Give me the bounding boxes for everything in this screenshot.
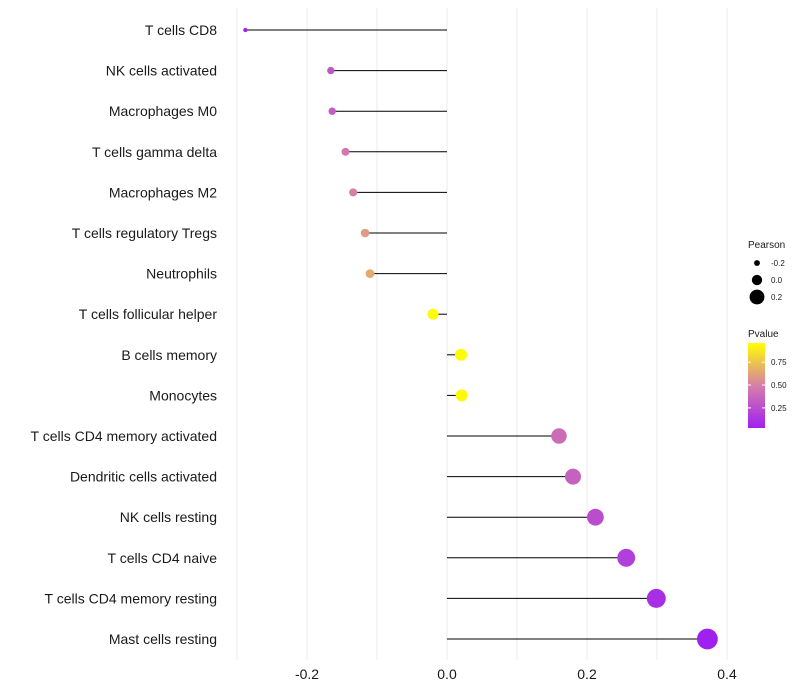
data-point — [243, 27, 248, 33]
category-label: Neutrophils — [146, 266, 217, 282]
grid-lines — [236, 8, 728, 660]
legend-pearson: Pearson -0.2 0.0 0.2 — [748, 240, 785, 305]
category-label: T cells follicular helper — [79, 306, 218, 322]
category-label: Monocytes — [149, 387, 217, 403]
category-label: NK cells resting — [120, 509, 217, 525]
pvalue-colorbar — [748, 343, 765, 428]
data-point — [455, 348, 467, 361]
points — [243, 27, 718, 650]
category-label: T cells regulatory Tregs — [72, 225, 217, 241]
legend-size-label: -0.2 — [771, 259, 785, 268]
x-tick-label: 0.4 — [717, 666, 737, 682]
x-tick-label: -0.2 — [295, 666, 319, 682]
category-label: T cells gamma delta — [92, 144, 217, 160]
data-point — [646, 588, 666, 608]
data-point — [617, 548, 636, 567]
category-label: T cells CD4 memory resting — [45, 590, 217, 606]
data-point — [587, 508, 604, 526]
x-tick-label: 0.0 — [437, 666, 457, 682]
data-point — [697, 628, 718, 650]
legend-size-key — [751, 274, 763, 286]
category-label: Macrophages M2 — [109, 184, 217, 200]
legend-color-label: 0.50 — [771, 381, 787, 390]
x-tick-label: 0.2 — [577, 666, 597, 682]
category-label: Dendritic cells activated — [70, 469, 217, 485]
category-label: NK cells activated — [106, 63, 217, 79]
legend-pvalue: Pvalue 0.75 0.50 0.25 — [748, 329, 787, 428]
data-point — [327, 66, 335, 75]
category-label: T cells CD4 naive — [108, 550, 218, 566]
data-point — [551, 428, 567, 444]
category-label: T cells CD4 memory activated — [31, 428, 217, 444]
data-point — [341, 147, 350, 156]
y-axis-labels: T cells CD8 NK cells activated Macrophages… — [31, 22, 218, 647]
x-axis-labels: -0.2 0.0 0.2 0.4 — [295, 666, 737, 682]
legend-color-label: 0.25 — [771, 404, 787, 413]
legend-size-label: 0.0 — [771, 276, 783, 285]
category-label: Mast cells resting — [109, 631, 217, 647]
legend-size-key — [749, 289, 765, 305]
legend-pearson-title: Pearson — [748, 240, 785, 251]
category-label: T cells CD8 — [145, 22, 217, 38]
legend-color-label: 0.75 — [771, 358, 787, 367]
data-point — [328, 107, 336, 115]
category-label: Macrophages M0 — [109, 103, 217, 119]
data-point — [360, 228, 370, 238]
data-point — [455, 389, 468, 402]
data-point — [349, 188, 358, 197]
stems — [245, 29, 708, 640]
data-point — [365, 269, 375, 278]
legend-size-key — [754, 260, 760, 266]
category-label: B cells memory — [121, 347, 217, 363]
data-point — [565, 468, 581, 485]
legend-size-label: 0.2 — [771, 293, 783, 302]
data-point — [427, 308, 439, 320]
legend-pvalue-title: Pvalue — [748, 329, 779, 340]
